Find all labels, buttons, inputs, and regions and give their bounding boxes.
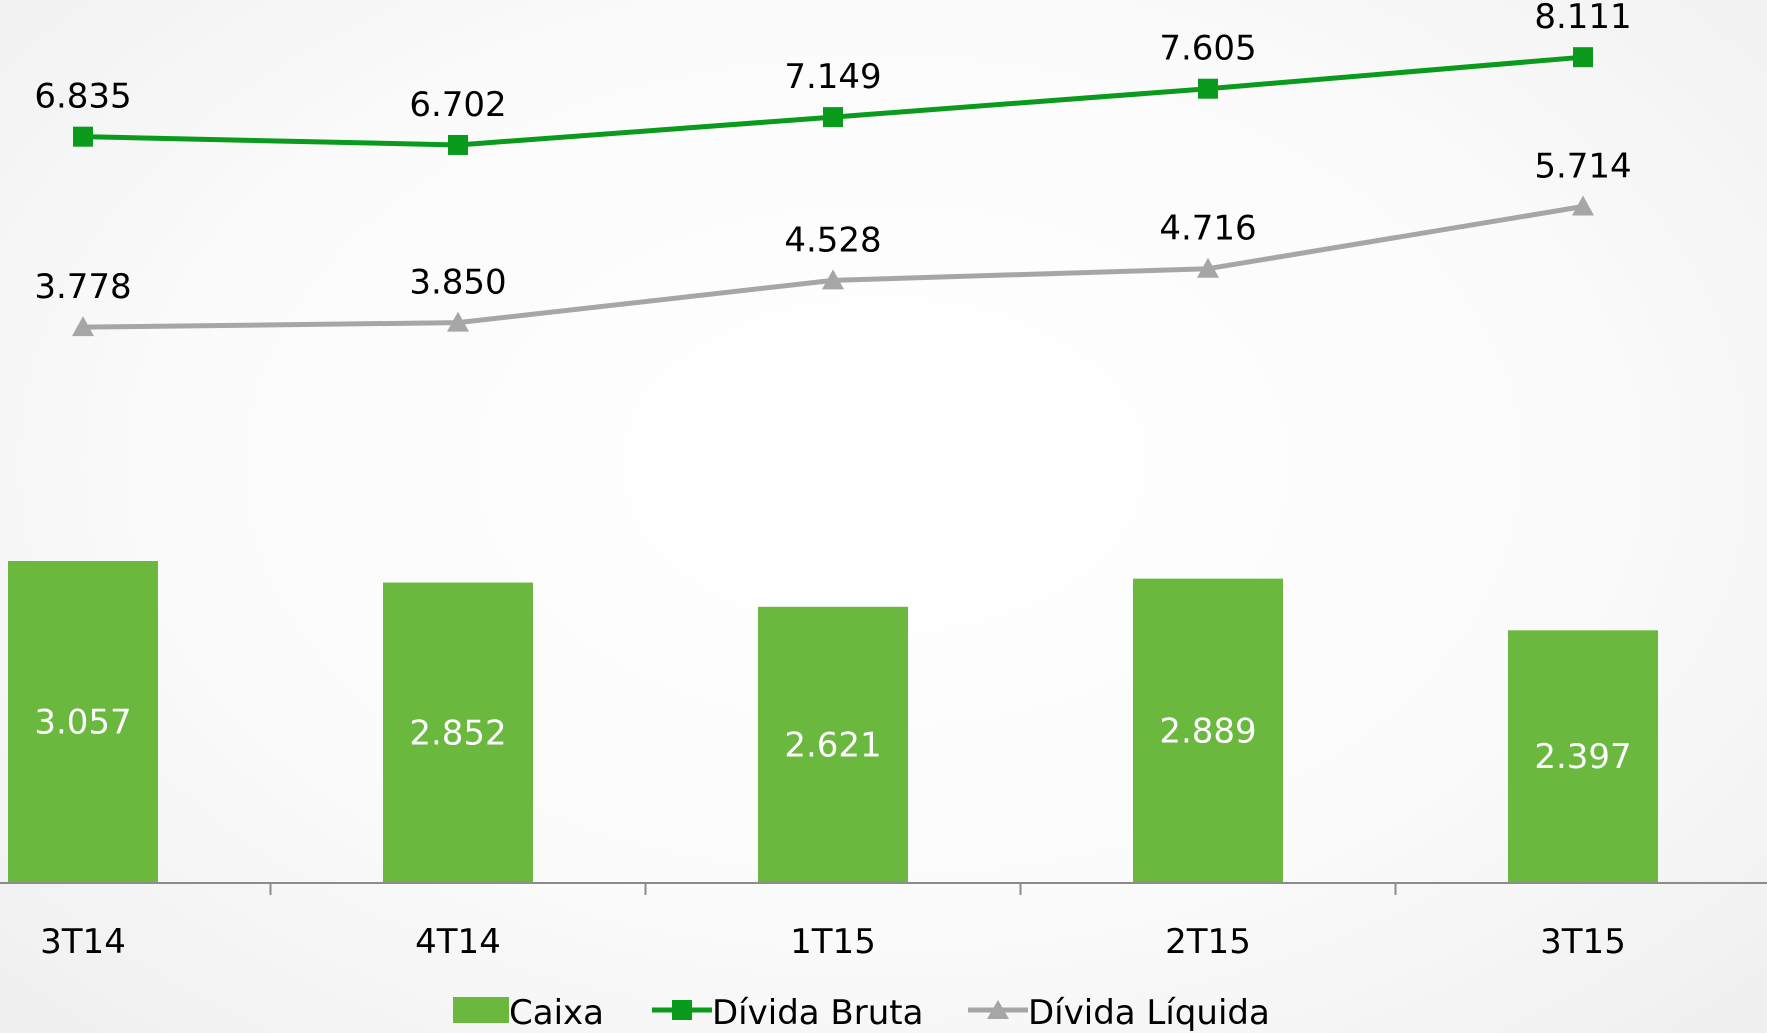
legend-item-caixa: Caixa	[453, 993, 604, 1033]
point-divida-liquida-3T15	[1572, 195, 1594, 216]
x-tick-3T15: 3T15	[1540, 922, 1626, 962]
point-divida-bruta-2T15	[1198, 78, 1218, 99]
bar-caixa-2T15	[1133, 578, 1283, 882]
point-divida-bruta-4T14	[448, 134, 468, 155]
bar-caixa-1T15	[758, 606, 908, 882]
bar-label-caixa-3T15: 2.397	[1534, 737, 1631, 777]
data-label-divida-liquida-3T15: 5.714	[1534, 147, 1631, 187]
point-divida-liquida-1T15	[822, 269, 844, 290]
data-label-divida-bruta-1T15: 7.149	[784, 57, 881, 97]
bar-label-caixa-2T15: 2.889	[1159, 711, 1256, 751]
point-divida-bruta-3T14	[73, 126, 93, 147]
line-series	[72, 47, 1594, 337]
legend-marker-divida-bruta	[672, 1000, 692, 1020]
data-label-divida-bruta-3T15: 8.111	[1534, 0, 1631, 37]
bar-caixa-3T15	[1508, 630, 1658, 882]
legend-label-divida-liquida: Dívida Líquida	[1028, 993, 1270, 1033]
legend-label-divida-bruta: Dívida Bruta	[712, 993, 923, 1033]
x-axis	[0, 882, 1767, 895]
point-divida-liquida-3T14	[72, 316, 94, 337]
legend-item-divida-bruta: Dívida Bruta	[652, 993, 923, 1033]
point-divida-bruta-1T15	[823, 107, 843, 128]
legend-label-caixa: Caixa	[509, 993, 604, 1033]
bar-label-caixa-1T15: 2.621	[784, 725, 881, 765]
x-tick-2T15: 2T15	[1165, 922, 1251, 962]
point-divida-liquida-2T15	[1197, 257, 1219, 278]
x-tick-3T14: 3T14	[40, 922, 126, 962]
bar-label-caixa-3T14: 3.057	[34, 703, 131, 743]
x-tick-1T15: 1T15	[790, 922, 876, 962]
data-label-divida-liquida-1T15: 4.528	[784, 220, 881, 260]
legend: Caixa Dívida Bruta Dívida Líquida	[453, 993, 1270, 1033]
x-tick-labels: 3T14 4T14 1T15 2T15 3T15	[40, 922, 1626, 962]
legend-marker-divida-liquida	[987, 1000, 1009, 1019]
legend-swatch-caixa	[453, 997, 509, 1023]
data-label-divida-liquida-2T15: 4.716	[1159, 209, 1256, 249]
caixa-bars	[8, 561, 1658, 882]
data-label-divida-liquida-3T14: 3.778	[34, 267, 131, 307]
data-labels: 3.057 2.852 2.621 2.889 2.397 3.778 3.850 4.528…	[34, 0, 1631, 777]
data-label-divida-bruta-4T14: 6.702	[409, 85, 506, 125]
data-label-divida-bruta-2T15: 7.605	[1159, 29, 1256, 69]
data-label-divida-bruta-3T14: 6.835	[34, 77, 131, 117]
data-label-divida-liquida-4T14: 3.850	[409, 263, 506, 303]
x-tick-4T14: 4T14	[415, 922, 501, 962]
bar-label-caixa-4T14: 2.852	[409, 713, 506, 753]
bar-caixa-4T14	[383, 582, 533, 882]
legend-item-divida-liquida: Dívida Líquida	[968, 993, 1270, 1033]
point-divida-liquida-4T14	[447, 311, 469, 332]
point-divida-bruta-3T15	[1573, 47, 1593, 68]
bar-caixa-3T14	[8, 561, 158, 882]
